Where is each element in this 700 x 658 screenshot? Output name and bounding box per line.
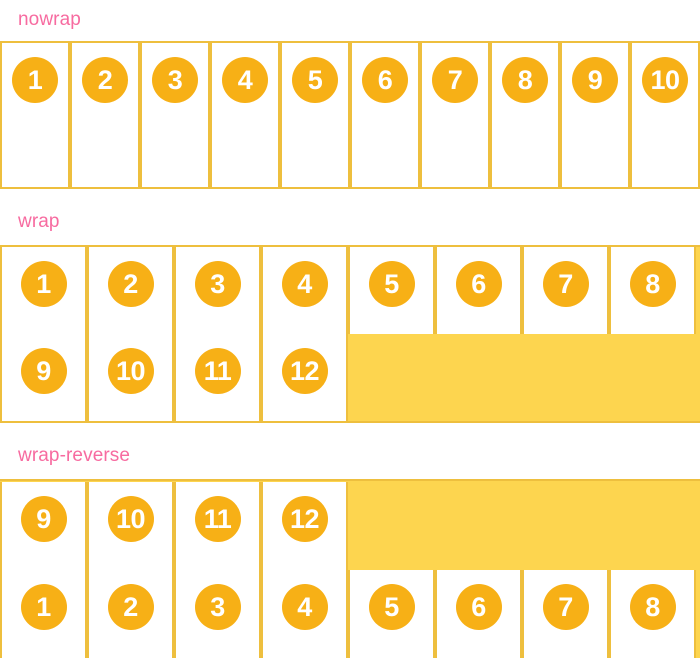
item-circle: 11 bbox=[194, 496, 241, 542]
section-wrap: wrap 1 2 3 4 5 6 7 8 9 10 bbox=[0, 212, 700, 423]
flex-item[interactable]: 9 bbox=[0, 482, 87, 570]
flex-container-nowrap: 1 2 3 4 5 6 7 8 9 10 bbox=[0, 41, 700, 189]
item-circle: 12 bbox=[281, 496, 328, 542]
flex-item[interactable]: 11 bbox=[174, 334, 261, 421]
section-nowrap: nowrap 1 2 3 4 5 6 7 8 9 10 bbox=[0, 10, 700, 189]
flex-item[interactable]: 3 bbox=[140, 43, 210, 187]
flex-item[interactable]: 6 bbox=[435, 570, 522, 658]
item-circle: 9 bbox=[572, 57, 618, 103]
flex-item[interactable]: 7 bbox=[522, 570, 609, 658]
item-circle: 3 bbox=[194, 584, 241, 630]
flex-item[interactable]: 10 bbox=[630, 43, 700, 187]
flex-item[interactable]: 1 bbox=[0, 570, 87, 658]
item-circle: 6 bbox=[362, 57, 408, 103]
item-circle: 4 bbox=[281, 261, 328, 307]
section-wrap-reverse: wrap-reverse 1 2 3 4 5 6 7 8 9 10 bbox=[0, 446, 700, 658]
flex-item[interactable]: 2 bbox=[70, 43, 140, 187]
item-circle: 12 bbox=[281, 348, 328, 394]
item-circle: 11 bbox=[194, 348, 241, 394]
flex-item[interactable]: 10 bbox=[87, 334, 174, 421]
flex-item[interactable]: 5 bbox=[348, 247, 435, 334]
item-circle: 10 bbox=[642, 57, 688, 103]
flex-item[interactable]: 2 bbox=[87, 570, 174, 658]
flex-container-wrap: 1 2 3 4 5 6 7 8 9 10 11 bbox=[0, 245, 700, 423]
item-circle: 7 bbox=[542, 584, 589, 630]
item-circle: 2 bbox=[107, 261, 154, 307]
flex-item[interactable]: 3 bbox=[174, 570, 261, 658]
item-circle: 3 bbox=[152, 57, 198, 103]
flex-item[interactable]: 3 bbox=[174, 247, 261, 334]
item-circle: 1 bbox=[12, 57, 58, 103]
flex-item[interactable]: 4 bbox=[261, 570, 348, 658]
flex-item[interactable]: 1 bbox=[0, 43, 70, 187]
flex-item[interactable]: 12 bbox=[261, 334, 348, 421]
item-circle: 10 bbox=[107, 348, 154, 394]
item-circle: 5 bbox=[368, 584, 415, 630]
flex-item[interactable]: 9 bbox=[560, 43, 630, 187]
flex-item[interactable]: 5 bbox=[348, 570, 435, 658]
flex-item[interactable]: 4 bbox=[210, 43, 280, 187]
item-circle: 5 bbox=[368, 261, 415, 307]
item-circle: 2 bbox=[107, 584, 154, 630]
item-circle: 8 bbox=[629, 584, 676, 630]
flex-item[interactable]: 6 bbox=[435, 247, 522, 334]
flex-item[interactable]: 4 bbox=[261, 247, 348, 334]
item-circle: 8 bbox=[502, 57, 548, 103]
item-circle: 7 bbox=[542, 261, 589, 307]
item-circle: 9 bbox=[20, 348, 67, 394]
item-circle: 10 bbox=[107, 496, 154, 542]
flex-container-wrap-reverse: 1 2 3 4 5 6 7 8 9 10 11 bbox=[0, 479, 700, 658]
section-label-nowrap: nowrap bbox=[18, 9, 81, 30]
section-label-wrap: wrap bbox=[18, 211, 60, 232]
item-circle: 9 bbox=[20, 496, 67, 542]
item-circle: 4 bbox=[222, 57, 268, 103]
flex-item[interactable]: 2 bbox=[87, 247, 174, 334]
item-circle: 8 bbox=[629, 261, 676, 307]
item-circle: 6 bbox=[455, 261, 502, 307]
flex-item[interactable]: 8 bbox=[490, 43, 560, 187]
item-circle: 2 bbox=[82, 57, 128, 103]
item-circle: 6 bbox=[455, 584, 502, 630]
item-circle: 1 bbox=[20, 261, 67, 307]
flex-item[interactable]: 5 bbox=[280, 43, 350, 187]
section-label-wrap-reverse: wrap-reverse bbox=[18, 445, 131, 466]
flex-item[interactable]: 8 bbox=[609, 570, 696, 658]
flex-item[interactable]: 12 bbox=[261, 482, 348, 570]
flex-item[interactable]: 11 bbox=[174, 482, 261, 570]
flex-item[interactable]: 7 bbox=[522, 247, 609, 334]
flex-item[interactable]: 9 bbox=[0, 334, 87, 421]
item-circle: 1 bbox=[20, 584, 67, 630]
item-circle: 3 bbox=[194, 261, 241, 307]
flex-item[interactable]: 8 bbox=[609, 247, 696, 334]
item-circle: 4 bbox=[281, 584, 328, 630]
flex-item[interactable]: 1 bbox=[0, 247, 87, 334]
item-circle: 5 bbox=[292, 57, 338, 103]
flex-item[interactable]: 6 bbox=[350, 43, 420, 187]
flex-item[interactable]: 7 bbox=[420, 43, 490, 187]
flex-item[interactable]: 10 bbox=[87, 482, 174, 570]
item-circle: 7 bbox=[432, 57, 478, 103]
